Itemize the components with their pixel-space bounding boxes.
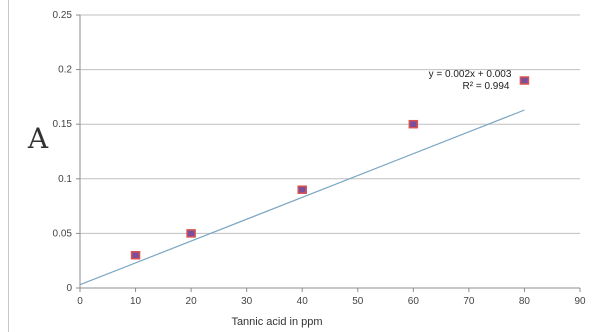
y-tick-label: 0.25 (53, 10, 73, 21)
y-tick-label: 0 (66, 283, 72, 294)
trendline-equation: y = 0.002x + 0.003 (429, 69, 512, 80)
x-tick-label: 10 (130, 296, 142, 307)
data-point (408, 119, 419, 129)
frame-border (8, 0, 9, 332)
labels: Tannic acid in ppm A y = 0.002x + 0.003 … (27, 69, 512, 328)
data-point (297, 185, 307, 194)
data-points (130, 76, 530, 260)
x-tick-label: 30 (241, 296, 253, 307)
y-axis-title: A (27, 122, 49, 155)
x-tick-label: 90 (574, 296, 586, 307)
trendline-line (79, 109, 525, 286)
trendline-r-squared: R² = 0.994 (463, 81, 510, 92)
gridlines (80, 14, 580, 234)
x-axis-title: Tannic acid in ppm (231, 316, 322, 328)
y-tick-label: 0.1 (58, 174, 72, 185)
trendline (79, 109, 525, 286)
x-tick-label: 40 (297, 296, 309, 307)
x-tick-label: 50 (352, 296, 364, 307)
x-tick-label: 20 (186, 296, 198, 307)
data-point (130, 250, 141, 260)
y-tick-label: 0.15 (53, 119, 73, 130)
x-tick-label: 60 (408, 296, 420, 307)
axes: 0 0.05 0.1 0.15 0.2 0.25 0 10 20 30 40 50 60 70 80 90 (53, 10, 586, 307)
y-tick-label: 0.05 (53, 228, 73, 239)
data-point (186, 229, 196, 238)
y-tick-label: 0.2 (58, 65, 72, 76)
x-tick-label: 70 (463, 296, 475, 307)
x-tick-label: 80 (519, 296, 531, 307)
data-point (519, 76, 530, 85)
x-tick-label: 0 (77, 296, 83, 307)
